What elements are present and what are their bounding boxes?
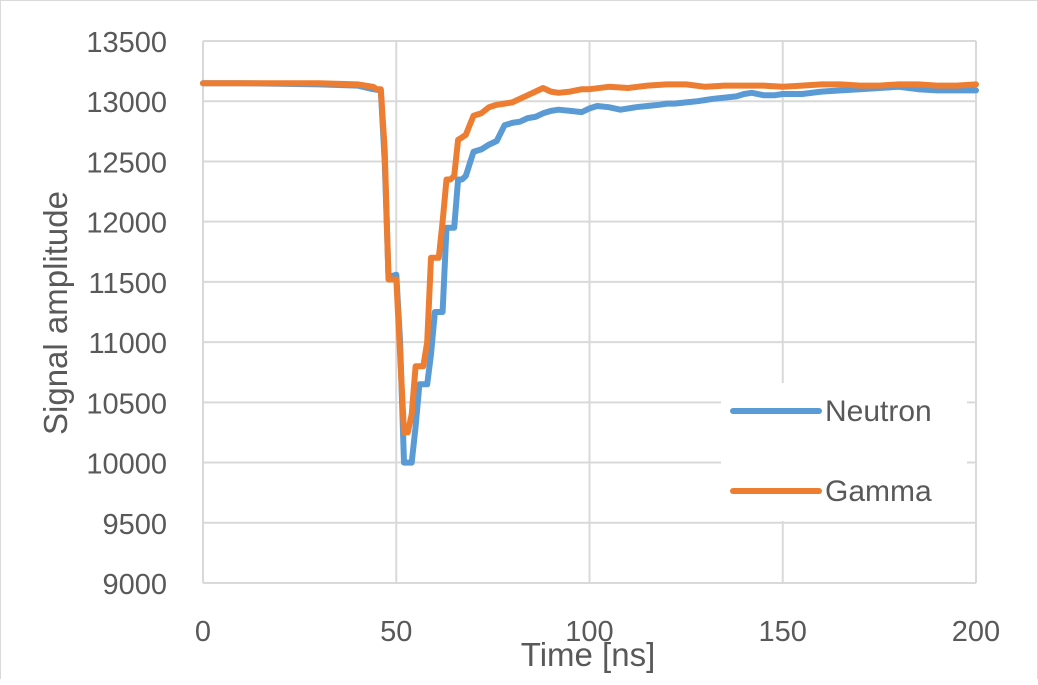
y-tick-label: 11500 <box>89 268 168 300</box>
y-tick-label: 9500 <box>102 509 167 541</box>
y-tick-label: 13500 <box>86 27 167 59</box>
x-axis-label: Time [ns] <box>521 636 655 673</box>
x-tick-label: 200 <box>952 616 1000 648</box>
series-line-neutron <box>200 80 979 466</box>
y-tick-label: 10000 <box>86 449 167 481</box>
x-tick-label: 50 <box>380 616 412 648</box>
y-tick-label: 12500 <box>86 147 167 179</box>
legend-background <box>721 383 967 521</box>
gridlines <box>203 40 977 583</box>
series-line-gamma <box>200 80 979 436</box>
y-axis-label: Signal amplitude <box>37 191 74 435</box>
y-tick-label: 11000 <box>89 328 168 360</box>
y-tick-label: 9000 <box>102 569 167 601</box>
legend-label-gamma: Gamma <box>825 475 932 508</box>
x-tick-label: 150 <box>759 616 807 648</box>
series-lines <box>200 80 979 466</box>
tick-labels: 9000 9500 10000 10500 11000 11500 12000 12500 13… <box>86 27 1000 648</box>
y-tick-label: 10500 <box>86 388 167 420</box>
x-tick-label: 0 <box>195 616 211 648</box>
y-tick-label: 12000 <box>86 208 167 240</box>
legend-label-neutron: Neutron <box>825 395 932 428</box>
legend: Neutron Gamma <box>721 383 967 521</box>
x-tick-label: 100 <box>565 616 613 648</box>
y-tick-label: 13000 <box>86 87 167 119</box>
axes <box>202 41 976 584</box>
